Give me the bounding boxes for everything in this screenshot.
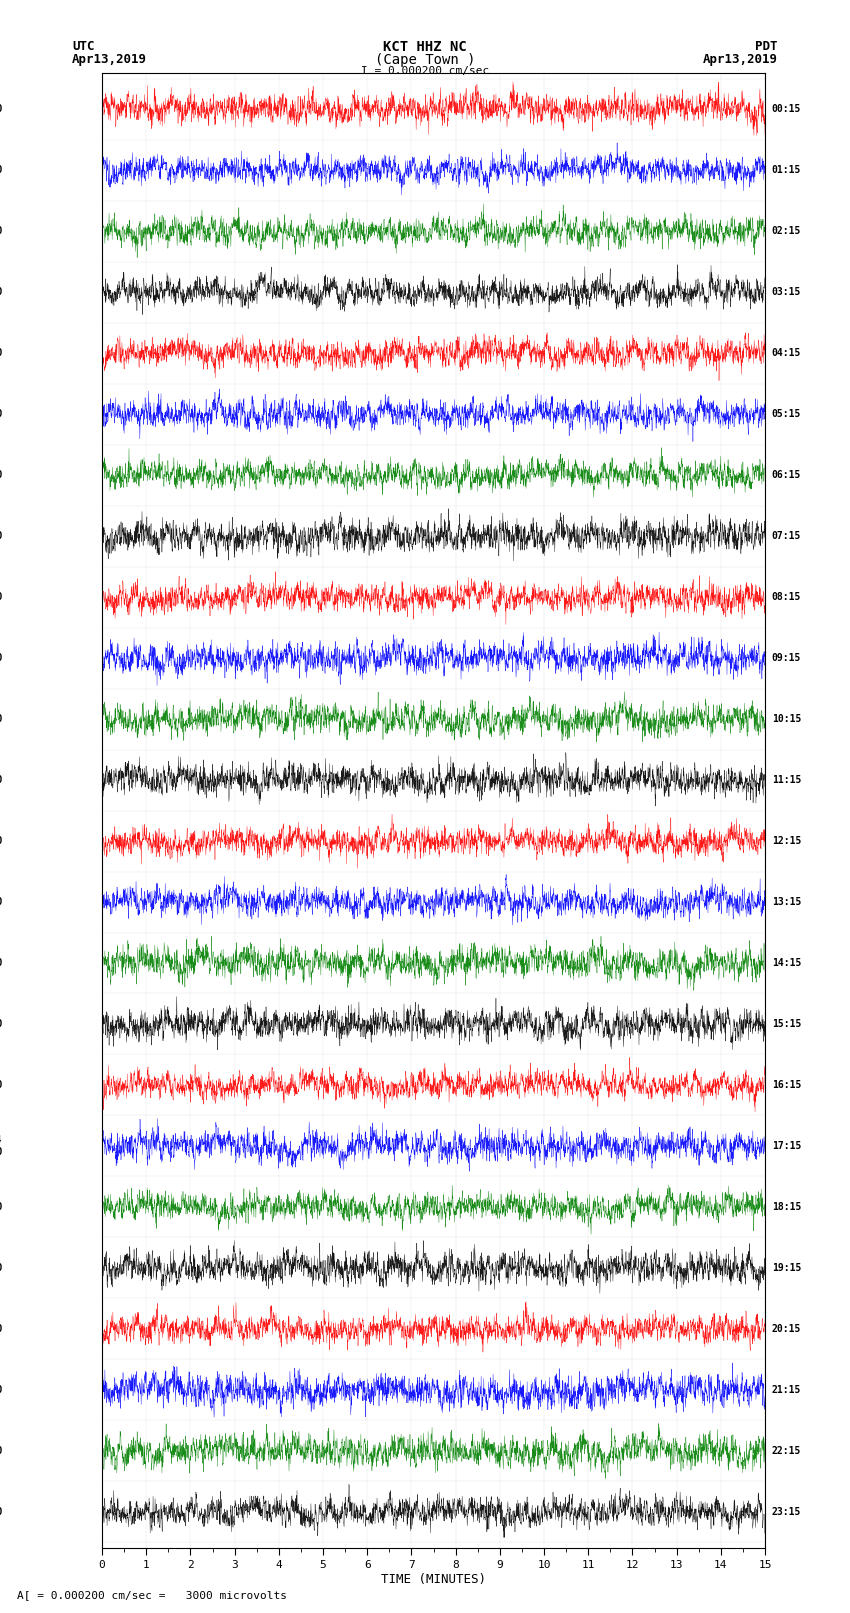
Text: 22:00: 22:00 [0,1019,3,1029]
Text: 15:00: 15:00 [0,592,3,602]
Text: 23:15: 23:15 [772,1507,801,1516]
Text: 23:00: 23:00 [0,1081,3,1090]
Text: 05:00: 05:00 [0,1445,3,1457]
Text: A[ = 0.000200 cm/sec =   3000 microvolts: A[ = 0.000200 cm/sec = 3000 microvolts [17,1590,287,1600]
Text: 04:00: 04:00 [0,1386,3,1395]
Text: 01:00: 01:00 [0,1202,3,1211]
Text: Apr13,2019: Apr13,2019 [72,53,147,66]
Text: 20:00: 20:00 [0,897,3,907]
Text: 14:00: 14:00 [0,531,3,540]
Text: 08:00: 08:00 [0,165,3,176]
Text: 17:15: 17:15 [772,1140,801,1152]
Text: 22:15: 22:15 [772,1445,801,1457]
Text: 10:00: 10:00 [0,287,3,297]
Text: 09:00: 09:00 [0,226,3,235]
Text: 21:00: 21:00 [0,958,3,968]
Text: 14:15: 14:15 [772,958,801,968]
Text: 03:00: 03:00 [0,1324,3,1334]
Text: 09:15: 09:15 [772,653,801,663]
Text: 02:15: 02:15 [772,226,801,235]
Text: 07:00: 07:00 [0,105,3,115]
Text: I = 0.000200 cm/sec: I = 0.000200 cm/sec [361,66,489,76]
X-axis label: TIME (MINUTES): TIME (MINUTES) [381,1573,486,1586]
Text: 13:15: 13:15 [772,897,801,907]
Text: 12:00: 12:00 [0,410,3,419]
Text: Apr13,2019: Apr13,2019 [703,53,778,66]
Text: 15:15: 15:15 [772,1019,801,1029]
Text: 04:15: 04:15 [772,348,801,358]
Text: 06:15: 06:15 [772,469,801,481]
Text: 10:15: 10:15 [772,715,801,724]
Text: 18:00: 18:00 [0,774,3,786]
Text: 19:00: 19:00 [0,836,3,847]
Text: 21:15: 21:15 [772,1386,801,1395]
Text: 19:15: 19:15 [772,1263,801,1273]
Text: 01:15: 01:15 [772,165,801,176]
Text: 13:00: 13:00 [0,469,3,481]
Text: 02:00: 02:00 [0,1263,3,1273]
Text: 11:00: 11:00 [0,348,3,358]
Text: 11:15: 11:15 [772,774,801,786]
Text: 17:00: 17:00 [0,715,3,724]
Text: 07:15: 07:15 [772,531,801,540]
Text: Apr14
00:00: Apr14 00:00 [0,1136,3,1157]
Text: 08:15: 08:15 [772,592,801,602]
Text: UTC: UTC [72,40,94,53]
Text: 06:00: 06:00 [0,1507,3,1516]
Text: 18:15: 18:15 [772,1202,801,1211]
Text: 05:15: 05:15 [772,410,801,419]
Text: 16:15: 16:15 [772,1081,801,1090]
Text: 12:15: 12:15 [772,836,801,847]
Text: 20:15: 20:15 [772,1324,801,1334]
Text: KCT HHZ NC: KCT HHZ NC [383,40,467,55]
Text: 16:00: 16:00 [0,653,3,663]
Text: (Cape Town ): (Cape Town ) [375,53,475,68]
Text: 03:15: 03:15 [772,287,801,297]
Text: PDT: PDT [756,40,778,53]
Text: 00:15: 00:15 [772,105,801,115]
